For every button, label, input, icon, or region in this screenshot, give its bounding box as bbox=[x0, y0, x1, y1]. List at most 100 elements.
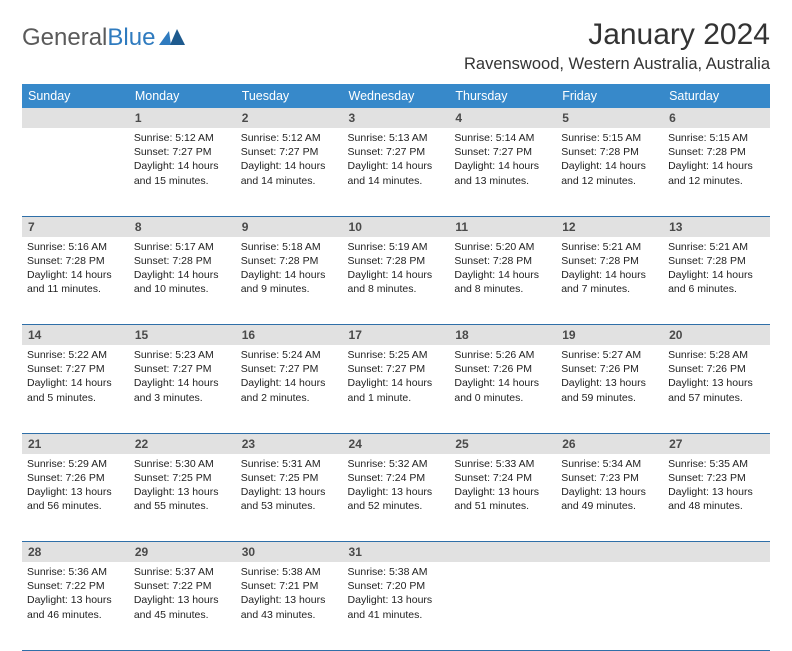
day-cell: Sunrise: 5:16 AMSunset: 7:28 PMDaylight:… bbox=[22, 237, 129, 325]
day-cell: Sunrise: 5:13 AMSunset: 7:27 PMDaylight:… bbox=[343, 128, 450, 216]
day-number-cell: 15 bbox=[129, 325, 236, 346]
day-cell: Sunrise: 5:32 AMSunset: 7:24 PMDaylight:… bbox=[343, 454, 450, 542]
logo-icon bbox=[159, 29, 185, 47]
day-cell bbox=[449, 562, 556, 650]
day-number-cell: 22 bbox=[129, 433, 236, 454]
day-number-cell: 28 bbox=[22, 542, 129, 563]
day-cell: Sunrise: 5:36 AMSunset: 7:22 PMDaylight:… bbox=[22, 562, 129, 650]
title-block: January 2024 Ravenswood, Western Austral… bbox=[464, 18, 770, 74]
day-header: Monday bbox=[129, 84, 236, 108]
day-cell-text: Sunrise: 5:38 AMSunset: 7:21 PMDaylight:… bbox=[236, 562, 343, 628]
day-cell-text: Sunrise: 5:25 AMSunset: 7:27 PMDaylight:… bbox=[343, 345, 450, 411]
day-cell: Sunrise: 5:33 AMSunset: 7:24 PMDaylight:… bbox=[449, 454, 556, 542]
day-number-cell: 13 bbox=[663, 216, 770, 237]
day-cell-text: Sunrise: 5:13 AMSunset: 7:27 PMDaylight:… bbox=[343, 128, 450, 194]
month-title: January 2024 bbox=[464, 18, 770, 52]
day-number-cell bbox=[556, 542, 663, 563]
day-number-cell: 18 bbox=[449, 325, 556, 346]
day-header-row: SundayMondayTuesdayWednesdayThursdayFrid… bbox=[22, 84, 770, 108]
day-cell: Sunrise: 5:17 AMSunset: 7:28 PMDaylight:… bbox=[129, 237, 236, 325]
day-cell: Sunrise: 5:20 AMSunset: 7:28 PMDaylight:… bbox=[449, 237, 556, 325]
day-number-cell: 2 bbox=[236, 108, 343, 128]
day-number-cell: 11 bbox=[449, 216, 556, 237]
day-cell: Sunrise: 5:29 AMSunset: 7:26 PMDaylight:… bbox=[22, 454, 129, 542]
day-cell: Sunrise: 5:14 AMSunset: 7:27 PMDaylight:… bbox=[449, 128, 556, 216]
day-cell: Sunrise: 5:30 AMSunset: 7:25 PMDaylight:… bbox=[129, 454, 236, 542]
day-number-cell: 17 bbox=[343, 325, 450, 346]
day-cell-text: Sunrise: 5:21 AMSunset: 7:28 PMDaylight:… bbox=[663, 237, 770, 303]
day-cell-text: Sunrise: 5:27 AMSunset: 7:26 PMDaylight:… bbox=[556, 345, 663, 411]
day-number-cell: 3 bbox=[343, 108, 450, 128]
day-cell: Sunrise: 5:37 AMSunset: 7:22 PMDaylight:… bbox=[129, 562, 236, 650]
day-cell-text: Sunrise: 5:26 AMSunset: 7:26 PMDaylight:… bbox=[449, 345, 556, 411]
day-cell: Sunrise: 5:27 AMSunset: 7:26 PMDaylight:… bbox=[556, 345, 663, 433]
day-number-row: 28293031 bbox=[22, 542, 770, 563]
day-cell-text: Sunrise: 5:22 AMSunset: 7:27 PMDaylight:… bbox=[22, 345, 129, 411]
day-cell-text: Sunrise: 5:23 AMSunset: 7:27 PMDaylight:… bbox=[129, 345, 236, 411]
day-cell-text: Sunrise: 5:21 AMSunset: 7:28 PMDaylight:… bbox=[556, 237, 663, 303]
day-cell: Sunrise: 5:19 AMSunset: 7:28 PMDaylight:… bbox=[343, 237, 450, 325]
day-cell-text: Sunrise: 5:15 AMSunset: 7:28 PMDaylight:… bbox=[556, 128, 663, 194]
day-cell-text: Sunrise: 5:38 AMSunset: 7:20 PMDaylight:… bbox=[343, 562, 450, 628]
day-cell-text: Sunrise: 5:29 AMSunset: 7:26 PMDaylight:… bbox=[22, 454, 129, 520]
day-header: Sunday bbox=[22, 84, 129, 108]
day-number-cell: 21 bbox=[22, 433, 129, 454]
day-number-cell: 26 bbox=[556, 433, 663, 454]
day-cell bbox=[22, 128, 129, 216]
day-number-row: 21222324252627 bbox=[22, 433, 770, 454]
day-cell-text: Sunrise: 5:31 AMSunset: 7:25 PMDaylight:… bbox=[236, 454, 343, 520]
day-cell-text: Sunrise: 5:36 AMSunset: 7:22 PMDaylight:… bbox=[22, 562, 129, 628]
page-header: GeneralBlue January 2024 Ravenswood, Wes… bbox=[22, 18, 770, 74]
day-cell-text: Sunrise: 5:17 AMSunset: 7:28 PMDaylight:… bbox=[129, 237, 236, 303]
day-cell bbox=[663, 562, 770, 650]
day-cell bbox=[556, 562, 663, 650]
logo-text-1: General bbox=[22, 24, 107, 52]
day-content-row: Sunrise: 5:16 AMSunset: 7:28 PMDaylight:… bbox=[22, 237, 770, 325]
day-number-cell: 31 bbox=[343, 542, 450, 563]
calendar-table: SundayMondayTuesdayWednesdayThursdayFrid… bbox=[22, 84, 770, 651]
day-cell-text: Sunrise: 5:30 AMSunset: 7:25 PMDaylight:… bbox=[129, 454, 236, 520]
day-number-cell: 9 bbox=[236, 216, 343, 237]
day-header: Saturday bbox=[663, 84, 770, 108]
day-number-cell: 7 bbox=[22, 216, 129, 237]
day-cell-text: Sunrise: 5:16 AMSunset: 7:28 PMDaylight:… bbox=[22, 237, 129, 303]
day-number-cell bbox=[663, 542, 770, 563]
day-cell: Sunrise: 5:31 AMSunset: 7:25 PMDaylight:… bbox=[236, 454, 343, 542]
day-content-row: Sunrise: 5:29 AMSunset: 7:26 PMDaylight:… bbox=[22, 454, 770, 542]
day-number-cell: 29 bbox=[129, 542, 236, 563]
day-number-row: 14151617181920 bbox=[22, 325, 770, 346]
day-number-cell: 25 bbox=[449, 433, 556, 454]
day-cell: Sunrise: 5:25 AMSunset: 7:27 PMDaylight:… bbox=[343, 345, 450, 433]
day-cell: Sunrise: 5:38 AMSunset: 7:20 PMDaylight:… bbox=[343, 562, 450, 650]
logo-text-2: Blue bbox=[107, 24, 155, 52]
day-number-cell: 20 bbox=[663, 325, 770, 346]
day-number-cell: 23 bbox=[236, 433, 343, 454]
day-header: Wednesday bbox=[343, 84, 450, 108]
day-cell: Sunrise: 5:38 AMSunset: 7:21 PMDaylight:… bbox=[236, 562, 343, 650]
day-cell: Sunrise: 5:28 AMSunset: 7:26 PMDaylight:… bbox=[663, 345, 770, 433]
day-content-row: Sunrise: 5:22 AMSunset: 7:27 PMDaylight:… bbox=[22, 345, 770, 433]
day-cell: Sunrise: 5:12 AMSunset: 7:27 PMDaylight:… bbox=[129, 128, 236, 216]
day-cell-text: Sunrise: 5:12 AMSunset: 7:27 PMDaylight:… bbox=[236, 128, 343, 194]
day-cell-text: Sunrise: 5:35 AMSunset: 7:23 PMDaylight:… bbox=[663, 454, 770, 520]
day-cell-text: Sunrise: 5:18 AMSunset: 7:28 PMDaylight:… bbox=[236, 237, 343, 303]
day-number-cell: 8 bbox=[129, 216, 236, 237]
day-cell: Sunrise: 5:23 AMSunset: 7:27 PMDaylight:… bbox=[129, 345, 236, 433]
day-number-cell: 19 bbox=[556, 325, 663, 346]
day-number-cell bbox=[22, 108, 129, 128]
day-number-cell: 4 bbox=[449, 108, 556, 128]
day-number-cell: 5 bbox=[556, 108, 663, 128]
day-content-row: Sunrise: 5:12 AMSunset: 7:27 PMDaylight:… bbox=[22, 128, 770, 216]
day-cell: Sunrise: 5:26 AMSunset: 7:26 PMDaylight:… bbox=[449, 345, 556, 433]
day-cell-text: Sunrise: 5:32 AMSunset: 7:24 PMDaylight:… bbox=[343, 454, 450, 520]
day-cell-text: Sunrise: 5:34 AMSunset: 7:23 PMDaylight:… bbox=[556, 454, 663, 520]
day-header: Thursday bbox=[449, 84, 556, 108]
day-number-cell: 14 bbox=[22, 325, 129, 346]
day-content-row: Sunrise: 5:36 AMSunset: 7:22 PMDaylight:… bbox=[22, 562, 770, 650]
day-cell: Sunrise: 5:21 AMSunset: 7:28 PMDaylight:… bbox=[556, 237, 663, 325]
day-cell-text: Sunrise: 5:15 AMSunset: 7:28 PMDaylight:… bbox=[663, 128, 770, 194]
day-cell-text: Sunrise: 5:33 AMSunset: 7:24 PMDaylight:… bbox=[449, 454, 556, 520]
day-number-cell: 1 bbox=[129, 108, 236, 128]
day-number-cell bbox=[449, 542, 556, 563]
day-cell: Sunrise: 5:22 AMSunset: 7:27 PMDaylight:… bbox=[22, 345, 129, 433]
